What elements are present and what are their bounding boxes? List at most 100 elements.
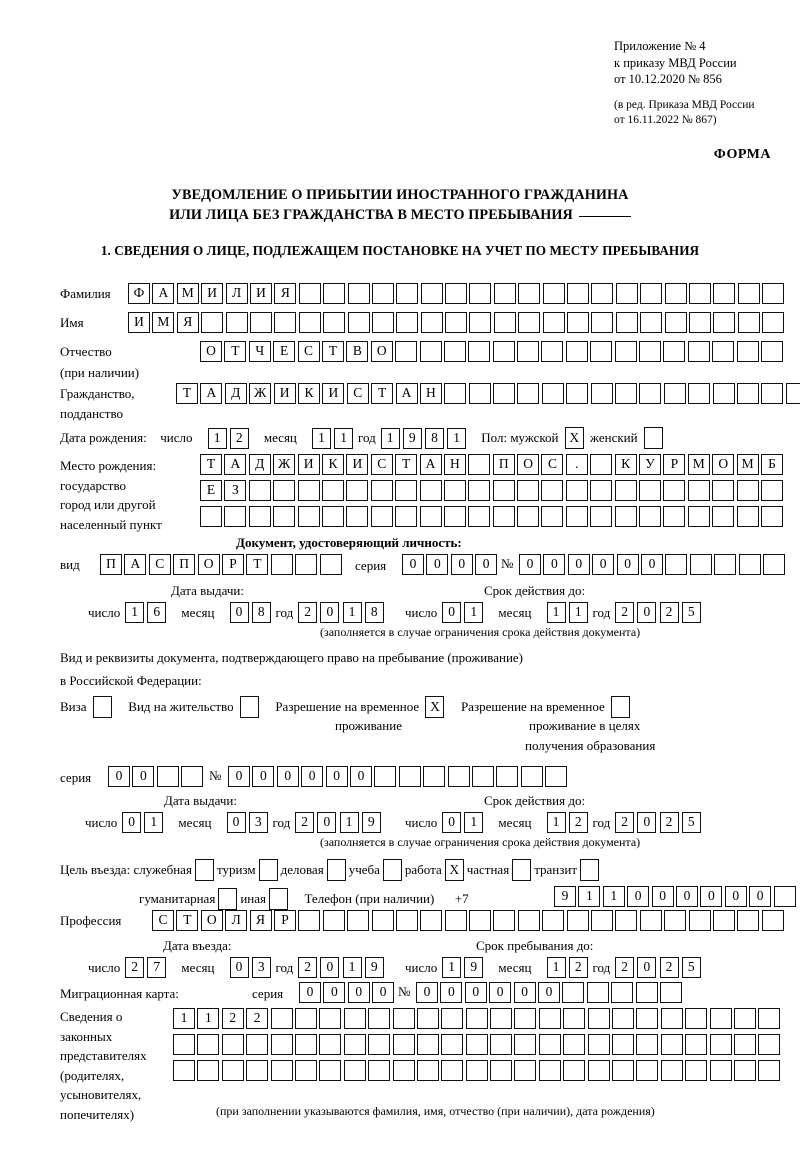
- char-cell[interactable]: [712, 341, 735, 362]
- char-cell[interactable]: 0: [349, 766, 372, 787]
- char-cell[interactable]: Е: [200, 480, 222, 501]
- char-cell[interactable]: [709, 1034, 732, 1055]
- char-cell[interactable]: [370, 506, 393, 527]
- char-cell[interactable]: [714, 554, 737, 575]
- char-cell[interactable]: И: [201, 283, 224, 304]
- char-cell[interactable]: [416, 1008, 439, 1029]
- digit-box[interactable]: 1: [342, 602, 362, 623]
- char-cell[interactable]: [420, 910, 443, 931]
- char-cell[interactable]: [444, 910, 467, 931]
- digit-box[interactable]: 1: [464, 602, 484, 623]
- char-cell[interactable]: [469, 312, 492, 333]
- char-cell[interactable]: Т: [224, 341, 247, 362]
- digit-box[interactable]: 5: [681, 602, 701, 623]
- char-cell[interactable]: [468, 341, 491, 362]
- char-cell[interactable]: [541, 383, 564, 404]
- digit-box[interactable]: 2: [229, 427, 249, 449]
- char-cell[interactable]: [663, 506, 686, 527]
- char-cell[interactable]: И: [249, 283, 272, 304]
- char-cell[interactable]: [785, 383, 800, 404]
- char-cell[interactable]: С: [152, 910, 174, 931]
- char-cell[interactable]: [246, 1034, 269, 1055]
- char-cell[interactable]: [368, 1060, 391, 1081]
- char-cell[interactable]: [518, 283, 541, 304]
- char-cell[interactable]: [636, 1034, 659, 1055]
- digit-box[interactable]: 0: [442, 602, 462, 623]
- char-cell[interactable]: [612, 1034, 635, 1055]
- char-cell[interactable]: [773, 886, 796, 907]
- char-cell[interactable]: 0: [513, 982, 536, 1003]
- char-cell[interactable]: [738, 554, 761, 575]
- char-cell[interactable]: 0: [616, 554, 639, 575]
- char-cell[interactable]: [197, 1060, 220, 1081]
- digit-box[interactable]: 0: [637, 957, 657, 978]
- digit-box[interactable]: 1: [568, 602, 588, 623]
- char-cell[interactable]: [347, 910, 370, 931]
- char-cell[interactable]: 9: [554, 886, 576, 907]
- option-checkbox[interactable]: [326, 859, 346, 881]
- char-cell[interactable]: [416, 1034, 439, 1055]
- digit-box[interactable]: 2: [568, 812, 588, 833]
- char-cell[interactable]: [636, 1060, 659, 1081]
- digit-box[interactable]: 0: [122, 812, 142, 833]
- char-cell[interactable]: Т: [200, 454, 222, 475]
- char-cell[interactable]: [733, 1008, 756, 1029]
- digit-box[interactable]: 1: [546, 602, 566, 623]
- char-cell[interactable]: 2: [246, 1008, 269, 1029]
- digit-box[interactable]: 0: [229, 602, 249, 623]
- char-cell[interactable]: [248, 480, 271, 501]
- char-cell[interactable]: И: [273, 383, 296, 404]
- char-cell[interactable]: [443, 341, 466, 362]
- char-cell[interactable]: 1: [173, 1008, 195, 1029]
- char-cell[interactable]: 0: [228, 766, 250, 787]
- char-cell[interactable]: [733, 1060, 756, 1081]
- char-cell[interactable]: 1: [578, 886, 601, 907]
- char-cell[interactable]: Н: [419, 383, 442, 404]
- char-cell[interactable]: [469, 283, 492, 304]
- char-cell[interactable]: О: [712, 454, 735, 475]
- char-cell[interactable]: [298, 283, 321, 304]
- char-cell[interactable]: [370, 480, 393, 501]
- char-cell[interactable]: [468, 383, 491, 404]
- char-cell[interactable]: П: [100, 554, 122, 575]
- char-cell[interactable]: [639, 910, 662, 931]
- char-cell[interactable]: [294, 1008, 317, 1029]
- digit-box[interactable]: 0: [317, 812, 337, 833]
- char-cell[interactable]: [297, 480, 320, 501]
- digit-box[interactable]: 2: [298, 602, 318, 623]
- char-cell[interactable]: [612, 1060, 635, 1081]
- char-cell[interactable]: С: [148, 554, 171, 575]
- char-cell[interactable]: [615, 312, 638, 333]
- char-cell[interactable]: Я: [176, 312, 199, 333]
- char-cell[interactable]: [660, 1008, 683, 1029]
- char-cell[interactable]: Л: [225, 910, 248, 931]
- sex-female-checkbox[interactable]: [643, 427, 663, 449]
- char-cell[interactable]: [392, 1060, 415, 1081]
- char-cell[interactable]: Т: [321, 341, 344, 362]
- char-cell[interactable]: 0: [700, 886, 723, 907]
- digit-box[interactable]: 0: [320, 602, 340, 623]
- char-cell[interactable]: [246, 1060, 269, 1081]
- char-cell[interactable]: И: [322, 383, 345, 404]
- char-cell[interactable]: [541, 341, 564, 362]
- char-cell[interactable]: [663, 383, 686, 404]
- char-cell[interactable]: [659, 982, 682, 1003]
- char-cell[interactable]: [542, 283, 565, 304]
- char-cell[interactable]: 0: [627, 886, 650, 907]
- char-cell[interactable]: [514, 1060, 537, 1081]
- digit-box[interactable]: 7: [147, 957, 167, 978]
- char-cell[interactable]: 0: [543, 554, 566, 575]
- char-cell[interactable]: В: [346, 341, 369, 362]
- char-cell[interactable]: 0: [299, 982, 321, 1003]
- char-cell[interactable]: С: [346, 383, 369, 404]
- char-cell[interactable]: [687, 506, 710, 527]
- char-cell[interactable]: [221, 1034, 244, 1055]
- char-cell[interactable]: К: [297, 383, 320, 404]
